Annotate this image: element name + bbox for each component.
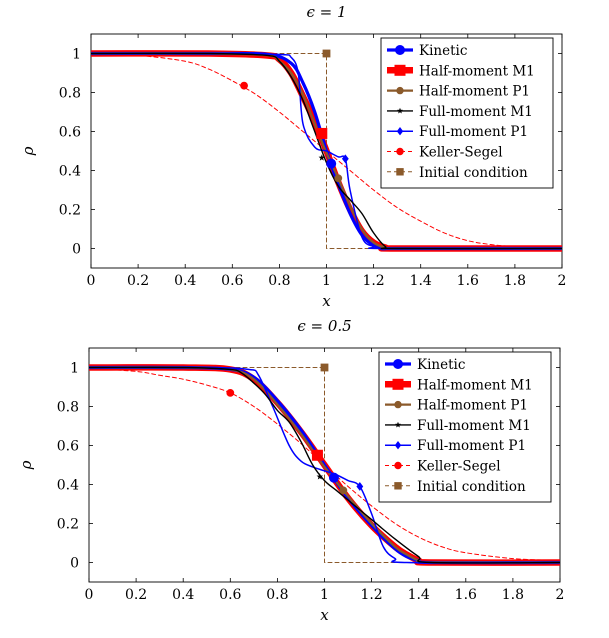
legend-label-full-moment-p1: Full-moment P1 — [419, 124, 528, 140]
y-tick-label: 0.6 — [59, 125, 81, 141]
y-tick-label: 0.4 — [57, 478, 79, 494]
series-marker-half-moment-m1 — [311, 449, 323, 461]
y-tick-label: 0.6 — [57, 439, 79, 455]
series-line-full-moment-m1 — [89, 366, 560, 564]
legend: Kinetic Half-moment M1 Half-moment P1 Full-… — [380, 37, 554, 189]
series-line-full-moment-p1 — [89, 366, 560, 564]
legend-label-keller-segel: Keller-Segel — [419, 145, 503, 161]
legend-marker-half-moment-m1 — [394, 64, 406, 76]
x-tick-label: 1 — [322, 273, 331, 289]
series-line-keller-segel — [91, 53, 562, 249]
series-line-full-moment-p1 — [91, 52, 562, 250]
x-tick-label: 0 — [85, 587, 94, 603]
y-axis-label: ρ — [19, 146, 37, 156]
legend-label-full-moment-m1: Full-moment M1 — [419, 104, 533, 120]
legend-marker-full-moment-m1 — [394, 421, 402, 428]
legend-label-kinetic: Kinetic — [417, 357, 465, 373]
x-tick-label: 0.4 — [174, 273, 196, 289]
series-marker-half-moment-p1 — [339, 486, 348, 495]
y-tick-label: 0.2 — [59, 203, 81, 219]
y-tick-label: 0.8 — [59, 86, 81, 102]
legend-marker-half-moment-p1 — [394, 400, 402, 409]
legend-marker-kinetic — [393, 359, 403, 369]
legend-label-initial-condition: Initial condition — [419, 165, 528, 181]
x-tick-label: 1.6 — [455, 587, 477, 603]
x-tick-label: 0.2 — [127, 273, 149, 289]
x-tick-label: 1.8 — [502, 587, 524, 603]
legend-marker-half-moment-m1 — [392, 378, 404, 390]
legend-marker-full-moment-p1 — [396, 127, 404, 136]
series-marker-half-moment-p1 — [334, 174, 343, 183]
x-tick-label: 1.4 — [408, 587, 430, 603]
series-marker-kinetic — [326, 158, 337, 169]
chart-title: ϵ = 1 — [306, 3, 346, 21]
legend-box — [380, 37, 554, 189]
legend-marker-half-moment-p1 — [396, 86, 404, 95]
y-axis-label: ρ — [17, 460, 35, 470]
legend-label-half-moment-m1: Half-moment M1 — [419, 63, 535, 79]
series-marker-keller-segel — [226, 388, 235, 397]
series-marker-full-moment-p1 — [341, 154, 349, 164]
legend-label-kinetic: Kinetic — [419, 43, 467, 59]
y-tick-label: 0.8 — [57, 400, 79, 416]
legend-marker-initial-condition — [396, 168, 404, 176]
legend-marker-keller-segel — [394, 461, 402, 470]
legend-marker-keller-segel — [396, 147, 404, 156]
y-tick-label: 1 — [70, 361, 79, 377]
x-tick-label: 0 — [87, 273, 96, 289]
x-axis-label: x — [322, 292, 331, 310]
legend-marker-initial-condition — [394, 482, 402, 490]
series-marker-full-moment-m1 — [316, 473, 324, 480]
x-tick-label: 2 — [558, 273, 567, 289]
legend-marker-kinetic — [395, 45, 405, 55]
x-tick-label: 0.4 — [172, 587, 194, 603]
y-tick-label: 0 — [70, 556, 79, 572]
legend: Kinetic Half-moment M1 Half-moment P1 Full-… — [378, 351, 552, 503]
legend-label-half-moment-m1: Half-moment M1 — [417, 377, 533, 393]
x-tick-label: 0.8 — [268, 273, 290, 289]
series-marker-full-moment-m1 — [318, 154, 326, 161]
legend-label-initial-condition: Initial condition — [417, 479, 526, 495]
x-axis-label: x — [320, 606, 329, 624]
series-marker-kinetic — [328, 472, 339, 483]
y-tick-label: 1 — [72, 47, 81, 63]
chart-title: ϵ = 0.5 — [297, 317, 351, 335]
x-tick-label: 0.8 — [266, 587, 288, 603]
legend-label-half-moment-p1: Half-moment P1 — [417, 398, 528, 414]
x-tick-label: 1.2 — [362, 273, 384, 289]
y-tick-label: 0.2 — [57, 517, 79, 533]
y-tick-label: 0.4 — [59, 164, 81, 180]
legend-marker-full-moment-m1 — [396, 107, 404, 114]
series-marker-keller-segel — [240, 81, 248, 90]
series-marker-initial-condition — [322, 49, 331, 58]
x-tick-label: 1 — [320, 587, 329, 603]
x-tick-label: 0.2 — [125, 587, 147, 603]
legend-marker-full-moment-p1 — [394, 441, 402, 450]
legend-label-keller-segel: Keller-Segel — [417, 459, 501, 475]
x-tick-label: 1.4 — [410, 273, 432, 289]
x-tick-label: 0.6 — [219, 587, 241, 603]
x-tick-label: 1.2 — [360, 587, 382, 603]
y-tick-label: 0 — [72, 242, 81, 258]
legend-label-full-moment-p1: Full-moment P1 — [417, 438, 526, 454]
x-tick-label: 2 — [556, 587, 565, 603]
legend-label-full-moment-m1: Full-moment M1 — [417, 418, 531, 434]
x-tick-label: 1.8 — [504, 273, 526, 289]
series-marker-full-moment-p1 — [356, 482, 364, 491]
series-marker-initial-condition — [320, 363, 329, 372]
chart-panel-1: ϵ = 1 0 0.2 0.4 0.6 0.8 1 1.2 1.4 1.6 1.8 2 0 0.2 0.4 0… — [19, 3, 566, 310]
x-tick-label: 0.6 — [221, 273, 243, 289]
legend-box — [378, 351, 552, 503]
plot-area — [89, 364, 560, 566]
series-marker-half-moment-m1 — [316, 127, 328, 139]
legend-label-half-moment-p1: Half-moment P1 — [419, 84, 530, 100]
chart-panel-2: ϵ = 0.5 0 0.2 0.4 0.6 0.8 1 1.2 1.4 1.6 1.8 2 0 0.2 0.… — [17, 317, 564, 624]
x-tick-label: 1.6 — [457, 273, 479, 289]
